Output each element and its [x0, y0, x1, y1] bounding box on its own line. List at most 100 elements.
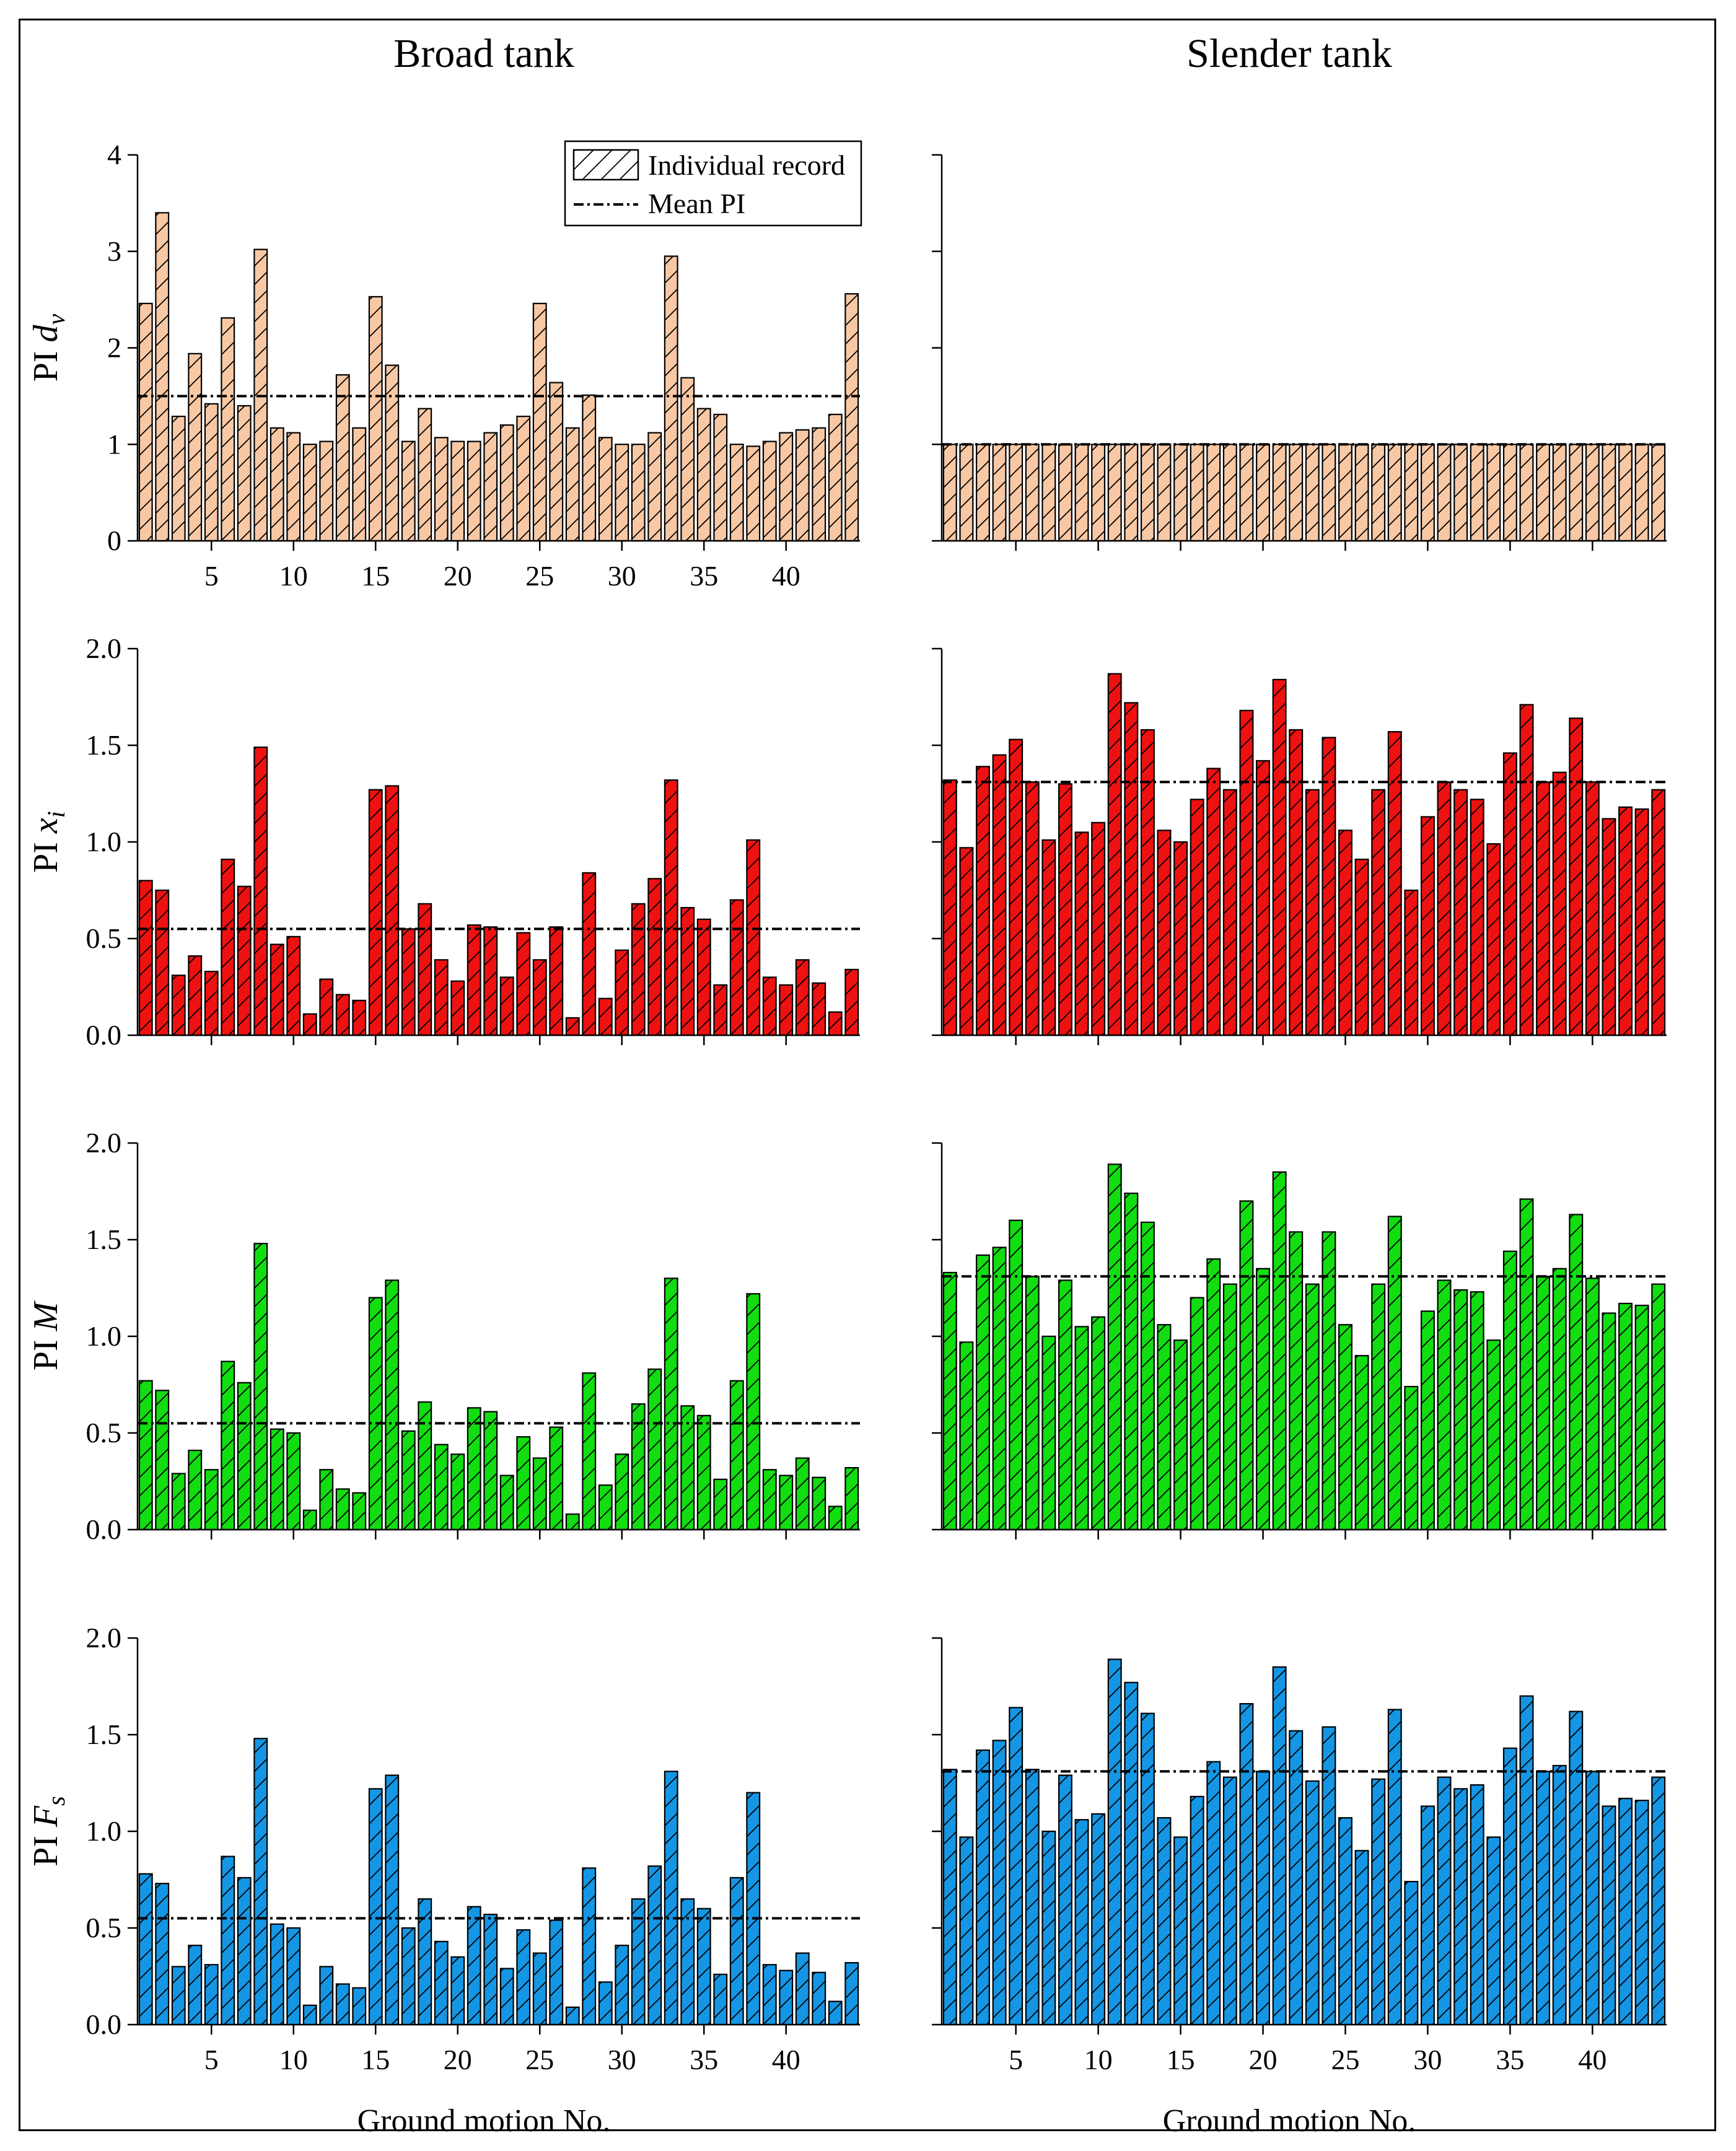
panel-2-bar-hatch-27: [1372, 444, 1385, 541]
panel-7-bar-hatch-24: [517, 1930, 530, 2025]
panel-4-bar-hatch-19: [1240, 710, 1253, 1035]
panel-7-bar-hatch-30: [615, 1945, 629, 2025]
panel-3-bar-hatch-43: [828, 1012, 842, 1035]
panel-6-bar-hatch-33: [1470, 1292, 1484, 1530]
panel-3-bar-hatch-21: [467, 925, 481, 1035]
panel-1-bar-hatch-43: [828, 414, 842, 541]
panel-4-bar-hatch-38: [1553, 772, 1566, 1035]
panel-7-bar-hatch-40: [779, 1970, 793, 2025]
panel-8-x-tick-label-10: 10: [1084, 2044, 1113, 2075]
panel-1-bar-hatch-19: [434, 437, 448, 541]
panel-8-bar-hatch-28: [1388, 1709, 1401, 2025]
panel-7-x-tick-label-15: 15: [361, 2044, 390, 2075]
panel-7-bar-hatch-39: [763, 1965, 776, 2025]
panel-7-bar-hatch-19: [434, 1941, 448, 2025]
panel-1-x-tick-label-25: 25: [525, 560, 554, 592]
panel-2-bar-hatch-3: [976, 444, 989, 541]
panel-6-bar-hatch-44: [1652, 1284, 1665, 1530]
panel-5-bar-hatch-36: [714, 1479, 727, 1530]
panel-6-bar-hatch-18: [1223, 1284, 1237, 1530]
panel-7-x-tick-label-40: 40: [772, 2044, 800, 2075]
panel-5-y-label-main: PI: [27, 1331, 65, 1370]
panel-7-x-tick-label-10: 10: [279, 2044, 308, 2075]
panel-5-bar-hatch-14: [353, 1492, 366, 1530]
panel-8-bar-hatch-36: [1520, 1696, 1533, 2025]
panel-2-bar-hatch-16: [1190, 444, 1204, 541]
panel-1-bar-hatch-11: [303, 444, 317, 541]
panel-7-bar-hatch-29: [598, 1982, 612, 2025]
panel-3-bar-hatch-36: [714, 984, 727, 1035]
panel-7-bar-hatch-33: [664, 1771, 678, 2025]
panel-8-bar-hatch-27: [1372, 1779, 1385, 2025]
panel-5-bar-hatch-28: [582, 1373, 596, 1530]
panel-8-bar-hatch-7: [1042, 1831, 1056, 2025]
panel-6-bar-hatch-37: [1537, 1276, 1550, 1530]
panel-7-bar-hatch-26: [550, 1920, 563, 2025]
panel-2-bar-hatch-14: [1157, 444, 1171, 541]
panel-5-bar-hatch-40: [779, 1475, 793, 1530]
panel-4-bar-hatch-9: [1075, 832, 1089, 1035]
panel-4-bar-hatch-39: [1569, 718, 1583, 1035]
panel-2-bar-hatch-19: [1240, 444, 1253, 541]
panel-4-bar-hatch-12: [1124, 703, 1138, 1035]
panel-3-bar-hatch-13: [336, 994, 349, 1035]
panel-5-bar-hatch-44: [845, 1468, 859, 1530]
panel-7-bar-hatch-8: [254, 1738, 268, 2025]
panel-3-bar-hatch-38: [747, 839, 760, 1035]
panel-4-bar-hatch-28: [1388, 732, 1401, 1035]
panel-5-bar-hatch-23: [500, 1475, 514, 1530]
panel-3-bar-hatch-24: [517, 932, 530, 1035]
panel-7-x-tick-label-5: 5: [204, 2044, 219, 2075]
panel-8-bar-hatch-1: [943, 1769, 957, 2025]
panel-3-bar-hatch-11: [303, 1014, 317, 1035]
panel-4-bar-hatch-3: [976, 766, 989, 1035]
panel-6-bar-hatch-32: [1454, 1290, 1467, 1530]
panel-4-bar-hatch-22: [1289, 730, 1303, 1035]
panel-7-y-label-sub: s: [42, 1796, 70, 1806]
panel-3-y-label-sub: i: [42, 811, 70, 818]
panel-4-bar-hatch-24: [1322, 737, 1336, 1035]
panel-4-bar-hatch-41: [1602, 818, 1616, 1035]
panel-5-y-label-var: M: [27, 1300, 65, 1331]
panel-6-bar-hatch-14: [1157, 1325, 1171, 1530]
panel-2-bar-hatch-25: [1339, 444, 1352, 541]
panel-5-bar-hatch-32: [648, 1369, 662, 1530]
panel-2-bar-hatch-29: [1405, 444, 1418, 541]
panel-3-bar-hatch-31: [631, 903, 645, 1035]
panel-2-bar-hatch-18: [1223, 444, 1237, 541]
panel-1-bar-hatch-14: [353, 427, 366, 541]
panel-1-bar-hatch-6: [221, 318, 235, 541]
column-title-broad: Broad tank: [393, 31, 574, 76]
panel-7-bar-hatch-25: [533, 1953, 546, 2025]
panel-7-bar-hatch-35: [697, 1908, 711, 2025]
panel-2-bar-hatch-15: [1174, 444, 1187, 541]
panel-4-bar-hatch-37: [1537, 782, 1550, 1035]
panel-7-y-label-var: F: [27, 1805, 65, 1828]
panel-8-x-tick-label-20: 20: [1249, 2044, 1278, 2075]
panel-5-bar-hatch-15: [369, 1297, 382, 1530]
panel-7-bar-hatch-34: [681, 1899, 695, 2025]
panel-7-bar-hatch-4: [188, 1945, 202, 2025]
panel-7-bar-hatch-43: [828, 2001, 842, 2025]
panel-1-y-label-main: PI: [27, 342, 65, 382]
panel-5-bar-hatch-16: [385, 1280, 399, 1530]
panel-6-bar-hatch-19: [1240, 1201, 1253, 1530]
panel-7-x-tick-label-30: 30: [608, 2044, 636, 2075]
panel-8-bar-hatch-42: [1619, 1798, 1632, 2025]
panel-1-bar-hatch-34: [681, 377, 695, 541]
panel-6-bar-hatch-5: [1009, 1220, 1023, 1530]
panel-6-bar-hatch-29: [1405, 1387, 1418, 1530]
column-title-slender: Slender tank: [1186, 31, 1392, 76]
panel-7-y-tick-label-5: 2.0: [86, 1622, 122, 1654]
panel-2-bar-hatch-40: [1585, 444, 1599, 541]
panel-8-bar-hatch-33: [1470, 1785, 1484, 2025]
panel-3-bar-hatch-27: [566, 1017, 579, 1035]
panel-1-bar-hatch-37: [730, 444, 743, 541]
panel-6-bar-hatch-43: [1635, 1305, 1649, 1530]
panel-8-bar-hatch-6: [1025, 1769, 1039, 2025]
panel-3-bar-hatch-23: [500, 977, 514, 1035]
panel-1-bar-hatch-10: [287, 432, 300, 541]
panel-1-bar-hatch-35: [697, 408, 711, 541]
panel-2-bar-hatch-1: [943, 444, 957, 541]
